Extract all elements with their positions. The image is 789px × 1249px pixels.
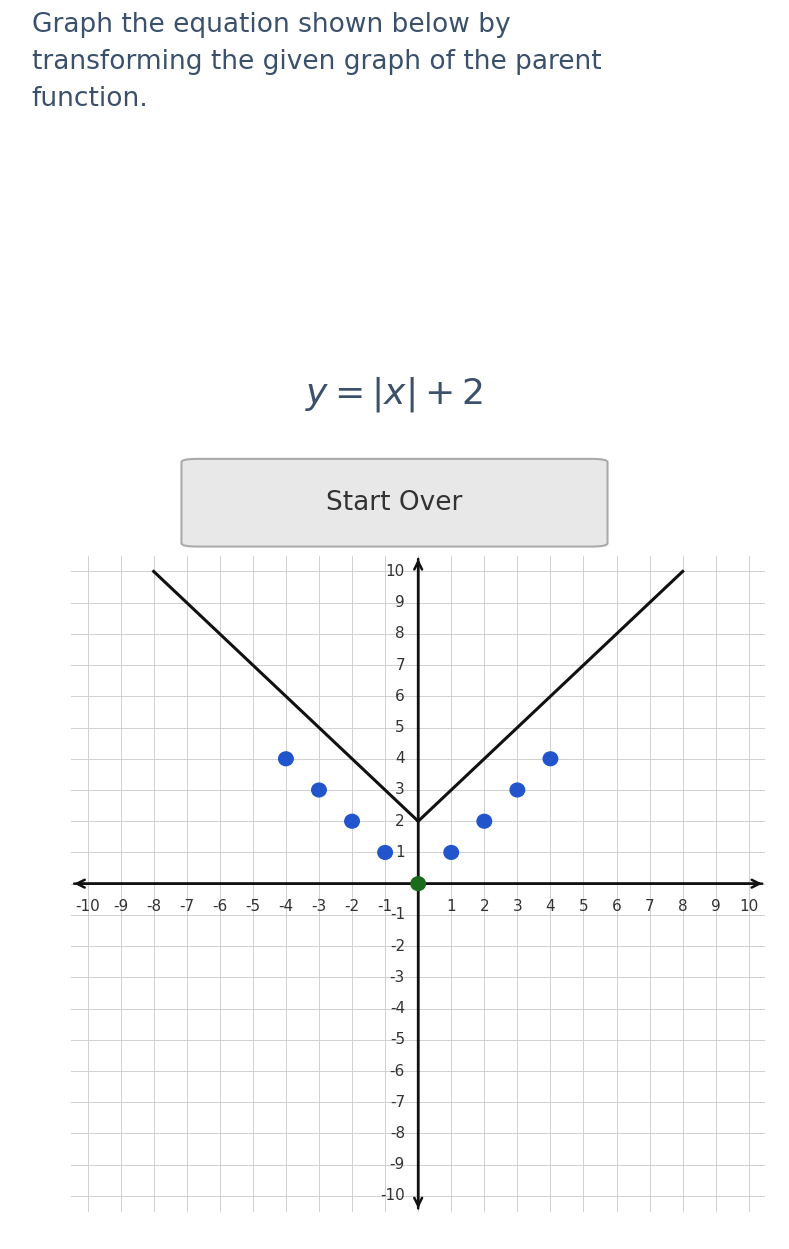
Circle shape bbox=[411, 877, 425, 891]
Circle shape bbox=[345, 814, 359, 828]
Text: 1: 1 bbox=[447, 899, 456, 914]
Text: -4: -4 bbox=[279, 899, 294, 914]
FancyBboxPatch shape bbox=[181, 458, 608, 547]
Text: 6: 6 bbox=[395, 688, 405, 704]
Text: -9: -9 bbox=[113, 899, 129, 914]
Text: -10: -10 bbox=[380, 1188, 405, 1204]
Text: 7: 7 bbox=[645, 899, 654, 914]
Text: -7: -7 bbox=[390, 1094, 405, 1110]
Circle shape bbox=[477, 814, 492, 828]
Text: -5: -5 bbox=[390, 1032, 405, 1048]
Circle shape bbox=[510, 783, 525, 797]
Text: -10: -10 bbox=[75, 899, 100, 914]
Text: 10: 10 bbox=[739, 899, 758, 914]
Text: 8: 8 bbox=[678, 899, 687, 914]
Text: 9: 9 bbox=[711, 899, 720, 914]
Text: 1: 1 bbox=[395, 844, 405, 861]
Text: -8: -8 bbox=[390, 1125, 405, 1142]
Text: -1: -1 bbox=[378, 899, 393, 914]
Text: $y = |x| + 2$: $y = |x| + 2$ bbox=[305, 375, 484, 413]
Text: 4: 4 bbox=[395, 751, 405, 767]
Text: -6: -6 bbox=[212, 899, 227, 914]
Text: 5: 5 bbox=[395, 719, 405, 736]
Text: 3: 3 bbox=[513, 899, 522, 914]
Text: -9: -9 bbox=[390, 1157, 405, 1173]
Text: 5: 5 bbox=[578, 899, 589, 914]
Text: Start Over: Start Over bbox=[327, 490, 462, 516]
Circle shape bbox=[444, 846, 458, 859]
Text: 6: 6 bbox=[611, 899, 622, 914]
Text: 10: 10 bbox=[386, 563, 405, 580]
Circle shape bbox=[543, 752, 558, 766]
Text: 7: 7 bbox=[395, 657, 405, 673]
Text: 8: 8 bbox=[395, 626, 405, 642]
Text: 2: 2 bbox=[480, 899, 489, 914]
Text: -2: -2 bbox=[345, 899, 360, 914]
Text: -1: -1 bbox=[390, 907, 405, 923]
Text: -3: -3 bbox=[312, 899, 327, 914]
Text: -6: -6 bbox=[390, 1063, 405, 1079]
Circle shape bbox=[312, 783, 327, 797]
Circle shape bbox=[279, 752, 294, 766]
Text: -8: -8 bbox=[146, 899, 161, 914]
Text: -7: -7 bbox=[179, 899, 194, 914]
Text: -3: -3 bbox=[390, 969, 405, 985]
Text: -4: -4 bbox=[390, 1000, 405, 1017]
Text: 2: 2 bbox=[395, 813, 405, 829]
Circle shape bbox=[378, 846, 392, 859]
Text: 4: 4 bbox=[546, 899, 555, 914]
Text: Graph the equation shown below by
transforming the given graph of the parent
fun: Graph the equation shown below by transf… bbox=[32, 12, 601, 112]
Text: 3: 3 bbox=[395, 782, 405, 798]
Text: -2: -2 bbox=[390, 938, 405, 954]
Text: -5: -5 bbox=[245, 899, 260, 914]
Text: 9: 9 bbox=[395, 595, 405, 611]
